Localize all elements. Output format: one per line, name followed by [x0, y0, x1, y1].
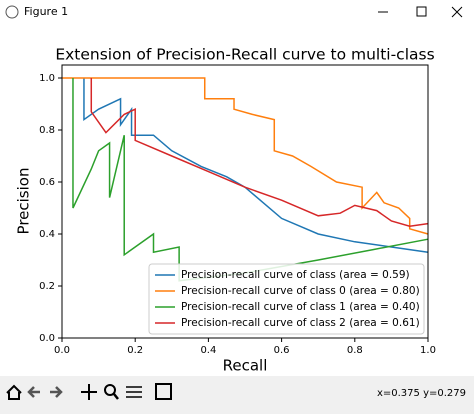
app-icon: [5, 5, 19, 19]
x-tick-label: 0.0: [54, 345, 70, 356]
y-tick-label: 0.6: [39, 177, 55, 188]
forward-button[interactable]: [50, 386, 63, 398]
chart-title: Extension of Precision-Recall curve to m…: [55, 46, 434, 64]
zoom-button[interactable]: [104, 384, 119, 400]
x-tick-label: 1.0: [420, 345, 436, 356]
configure-button[interactable]: [126, 386, 142, 398]
y-tick-label: 0.4: [39, 229, 55, 240]
legend-label: Precision-recall curve of class 0 (area …: [181, 285, 420, 297]
toolbar: [6, 383, 172, 400]
x-tick-label: 0.6: [274, 345, 290, 356]
pr-curve: [62, 77, 429, 235]
legend: Precision-recall curve of class (area = …: [148, 263, 425, 335]
back-button[interactable]: [27, 386, 40, 398]
window-title: Figure 1: [24, 5, 68, 18]
axes-frame: [61, 64, 429, 339]
y-axis-label: Precision: [15, 168, 33, 235]
save-button[interactable]: [155, 383, 172, 400]
y-tick-label: 0.2: [39, 281, 55, 292]
maximize-button[interactable]: [416, 6, 427, 17]
y-tick-label: 1.0: [39, 73, 55, 84]
x-tick-label: 0.8: [347, 345, 363, 356]
home-button[interactable]: [6, 384, 22, 400]
pr-curve: [90, 78, 429, 227]
x-axis-label: Recall: [223, 357, 268, 375]
legend-label: Precision-recall curve of class 1 (area …: [181, 301, 420, 313]
pan-button[interactable]: [81, 384, 97, 400]
y-tick-label: 0.8: [39, 125, 55, 136]
legend-label: Precision-recall curve of class 2 (area …: [181, 317, 420, 329]
status-text: x=0.375 y=0.279: [377, 388, 466, 399]
close-button[interactable]: [451, 6, 463, 18]
plot: 0.0 0.2 0.4 0.6 0.8 1.0 0.0 0.2 0.4 0.6 0.8 1.0 Prec…: [39, 64, 436, 356]
legend-label: Precision-recall curve of class (area = …: [181, 269, 410, 281]
y-tick-label: 0.0: [39, 333, 55, 344]
x-tick-label: 0.4: [200, 345, 216, 356]
title-bar: [0, 0, 474, 24]
pr-curve: [83, 78, 429, 253]
x-tick-label: 0.2: [127, 345, 143, 356]
legend-box: [148, 263, 425, 335]
